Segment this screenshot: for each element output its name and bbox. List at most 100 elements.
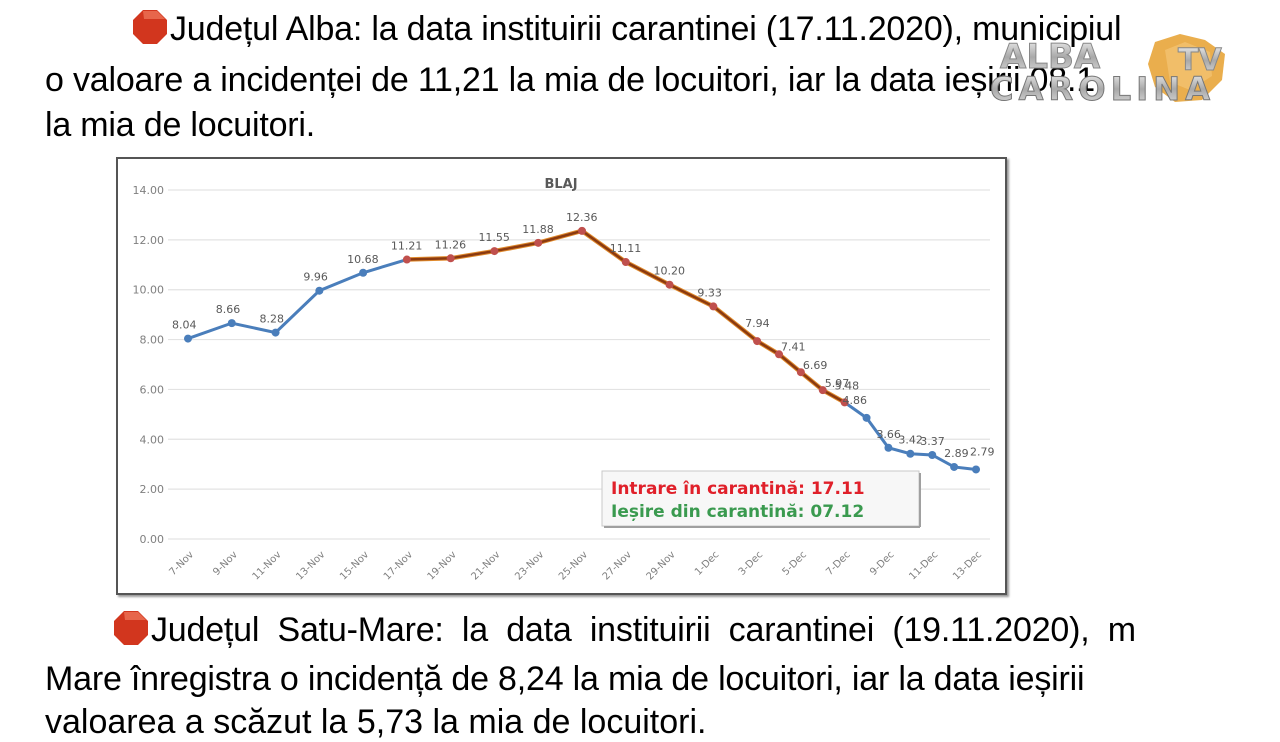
x-tick-label: 19-Nov — [426, 549, 459, 582]
data-point-marker — [862, 413, 871, 422]
data-label: 9.96 — [303, 271, 328, 284]
data-label: 9.33 — [697, 286, 722, 299]
paragraph-satu-mare-line-2: Mare înregistra o incidență de 8,24 la m… — [45, 660, 1085, 698]
y-tick-label: 12.00 — [133, 234, 165, 247]
x-tick-label: 29-Nov — [645, 549, 678, 582]
data-point-marker — [950, 462, 959, 471]
data-label: 11.26 — [435, 238, 467, 251]
data-label: 11.55 — [478, 231, 510, 244]
x-tick-label: 15-Nov — [338, 549, 371, 582]
x-tick-label: 23-Nov — [513, 549, 546, 582]
x-tick-label: 9-Nov — [211, 549, 240, 578]
logo-tv-text: TV — [1178, 43, 1222, 78]
alba-carolina-tv-logo: ALBA TV CAROLINA — [990, 32, 1240, 110]
data-label: 6.69 — [803, 359, 828, 372]
data-label: 5.48 — [835, 379, 860, 392]
data-label: 8.28 — [260, 313, 285, 326]
data-point-marker — [315, 286, 324, 295]
x-tick-label: 9-Dec — [868, 549, 897, 578]
chart-title: BLAJ — [544, 177, 577, 192]
data-point-marker — [271, 328, 280, 337]
stop-bullet-icon — [133, 10, 167, 44]
y-tick-label: 4.00 — [140, 433, 165, 446]
x-tick-label: 11-Dec — [907, 549, 940, 582]
data-point-marker — [227, 319, 236, 328]
data-label: 10.20 — [654, 265, 686, 278]
data-point-marker — [775, 350, 783, 359]
y-tick-label: 0.00 — [140, 533, 165, 546]
x-tick-label: 3-Dec — [737, 549, 766, 578]
x-tick-label: 1-Dec — [693, 549, 722, 578]
x-tick-label: 27-Nov — [601, 549, 634, 582]
data-label: 3.42 — [898, 434, 923, 447]
x-tick-label: 11-Nov — [251, 549, 284, 582]
data-label: 4.86 — [843, 394, 868, 407]
y-tick-label: 2.00 — [140, 483, 165, 496]
data-label: 11.11 — [610, 242, 642, 255]
data-label: 12.36 — [566, 211, 598, 224]
logo-carolina-text: CAROLINA — [990, 70, 1210, 108]
y-tick-label: 6.00 — [140, 383, 165, 396]
x-tick-label: 7-Dec — [824, 549, 853, 578]
data-label: 11.88 — [522, 223, 554, 236]
annotation-entry-date: Intrare în carantină: 17.11 — [611, 479, 865, 499]
data-label: 11.21 — [391, 240, 423, 253]
x-tick-label: 13-Dec — [951, 549, 984, 582]
data-point-marker — [796, 368, 805, 377]
data-point-marker — [884, 443, 893, 452]
data-label: 3.66 — [876, 428, 901, 441]
data-point-marker — [709, 302, 718, 311]
logo-graphic: ALBA TV CAROLINA — [990, 34, 1225, 109]
y-tick-label: 14.00 — [133, 184, 165, 197]
data-point-marker — [906, 449, 915, 458]
data-point-marker — [972, 465, 980, 474]
stop-bullet-icon — [114, 611, 148, 645]
data-labels: 8.04 8.66 8.28 9.96 10.68 11.21 11.26 11.55 11.8… — [172, 211, 995, 460]
y-tick-label: 8.00 — [140, 334, 165, 347]
series-line-before-quarantine — [187, 258, 408, 340]
data-point-marker — [818, 386, 827, 395]
data-point-marker — [402, 255, 411, 264]
data-label: 10.68 — [347, 253, 379, 266]
quarantine-annotation-box: Intrare în carantină: 17.11 Ieșire din c… — [601, 470, 921, 528]
data-point-marker — [578, 226, 586, 235]
data-point-marker — [359, 268, 368, 277]
data-label: 7.94 — [745, 317, 770, 330]
x-tick-label: 5-Dec — [780, 549, 809, 578]
data-label: 5.97 — [825, 377, 850, 390]
data-label: 3.37 — [920, 435, 945, 448]
data-point-marker — [534, 238, 543, 247]
x-tick-label: 13-Nov — [294, 549, 327, 582]
data-label: 7.41 — [781, 340, 806, 353]
x-tick-label: 7-Nov — [167, 549, 196, 578]
data-label: 2.89 — [944, 447, 969, 460]
data-point-marker — [840, 398, 849, 407]
x-tick-label: 25-Nov — [557, 549, 590, 582]
data-label: 8.66 — [216, 303, 241, 316]
data-label: 2.79 — [970, 445, 995, 458]
x-axis-ticks: 7-Nov 9-Nov 11-Nov 13-Nov 15-Nov 17-Nov 19-Nov… — [167, 549, 984, 582]
chart-plot-area: 0.00 2.00 4.00 6.00 8.00 10.00 12.00 14.00 7-No… — [133, 177, 995, 582]
paragraph-alba-line-1: Județul Alba: la data instituirii carant… — [132, 9, 1122, 49]
data-point-marker — [753, 337, 762, 346]
data-label: 8.04 — [172, 319, 197, 332]
paragraph-alba-line-2: o valoare a incidenței de 11,21 la mia d… — [45, 61, 1095, 99]
data-point-marker — [928, 450, 937, 459]
data-series — [184, 226, 980, 474]
data-point-marker — [621, 258, 630, 267]
data-point-marker — [490, 247, 499, 256]
data-point-marker — [184, 334, 192, 343]
y-tick-label: 10.00 — [133, 284, 165, 297]
paragraph-alba-line-3: la mia de locuitori. — [45, 106, 316, 144]
blaj-incidence-chart: 0.00 2.00 4.00 6.00 8.00 10.00 12.00 14.00 7-No… — [116, 157, 1007, 595]
y-axis-ticks: 0.00 2.00 4.00 6.00 8.00 10.00 12.00 14.00 — [133, 184, 165, 546]
paragraph-satu-mare-line-3: valoarea a scăzut la 5,73 la mia de locu… — [45, 703, 707, 741]
logo-alba-text: ALBA — [1000, 37, 1101, 77]
data-point-marker — [446, 254, 455, 263]
data-point-marker — [665, 280, 674, 289]
paragraph-satu-mare-line-1: Județul Satu-Mare: la data instituirii c… — [113, 610, 1136, 650]
x-tick-label: 17-Nov — [382, 549, 415, 582]
annotation-exit-date: Ieșire din carantină: 07.12 — [611, 502, 864, 522]
x-tick-label: 21-Nov — [469, 549, 502, 582]
quarantine-line-glow — [406, 228, 846, 405]
